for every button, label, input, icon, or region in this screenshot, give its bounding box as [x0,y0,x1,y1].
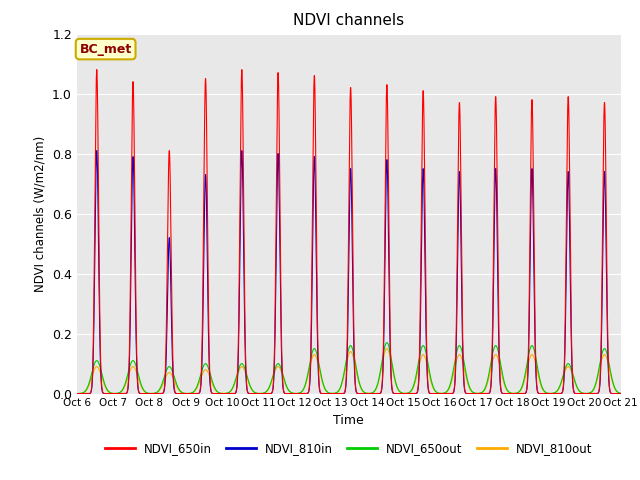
Title: NDVI channels: NDVI channels [293,13,404,28]
X-axis label: Time: Time [333,414,364,427]
Text: BC_met: BC_met [79,43,132,56]
Y-axis label: NDVI channels (W/m2/nm): NDVI channels (W/m2/nm) [33,135,46,292]
Legend: NDVI_650in, NDVI_810in, NDVI_650out, NDVI_810out: NDVI_650in, NDVI_810in, NDVI_650out, NDV… [100,437,597,460]
